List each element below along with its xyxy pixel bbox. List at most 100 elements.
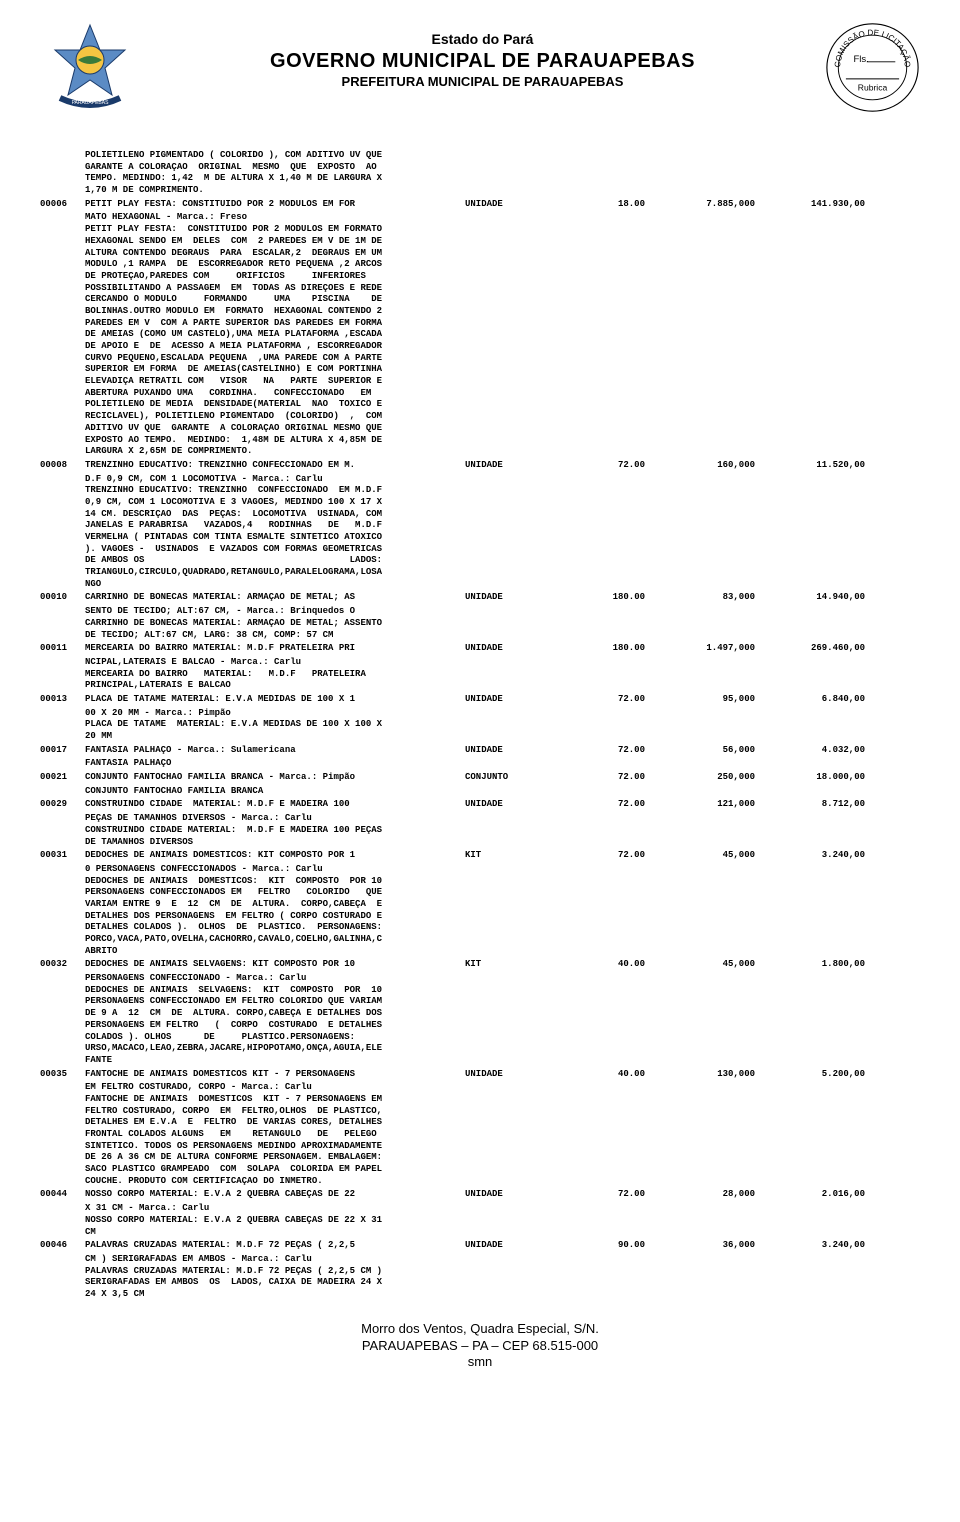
item-code: 00017 — [40, 745, 85, 757]
item-row: 00006PETIT PLAY FESTA: CONSTITUIDO POR 2… — [40, 199, 920, 211]
item-code: 00035 — [40, 1069, 85, 1081]
item-total: 4.032,00 — [755, 745, 865, 757]
item-qty: 72.00 — [535, 460, 645, 472]
item-qty: 40.00 — [535, 1069, 645, 1081]
item-description: FANTASIA PALHAÇO - Marca.: Sulamericana — [85, 745, 465, 757]
svg-text:Rubrica: Rubrica — [858, 82, 888, 92]
item-code: 00006 — [40, 199, 85, 211]
item-qty: 72.00 — [535, 1189, 645, 1201]
continuation-text: POLIETILENO PIGMENTADO ( COLORIDO ), COM… — [85, 150, 465, 197]
item-description: MERCEARIA DO BAIRRO MATERIAL: M.D.F PRAT… — [85, 643, 465, 655]
item-code: 00010 — [40, 592, 85, 604]
item-qty: 90.00 — [535, 1240, 645, 1252]
item-description-cont: 00 X 20 MM - Marca.: Pimpão PLACA DE TAT… — [85, 708, 465, 743]
item-price: 160,000 — [645, 460, 755, 472]
footer-address-1: Morro dos Ventos, Quadra Especial, S/N. — [40, 1321, 920, 1338]
page-footer: Morro dos Ventos, Quadra Especial, S/N. … — [40, 1321, 920, 1372]
item-row: 00046PALAVRAS CRUZADAS MATERIAL: M.D.F 7… — [40, 1240, 920, 1252]
item-description-cont: 0 PERSONAGENS CONFECCIONADOS - Marca.: C… — [85, 864, 465, 958]
item-price: 45,000 — [645, 850, 755, 862]
item-price: 28,000 — [645, 1189, 755, 1201]
item-total: 2.016,00 — [755, 1189, 865, 1201]
item-description: PLACA DE TATAME MATERIAL: E.V.A MEDIDAS … — [85, 694, 465, 706]
item-description-cont: PEÇAS DE TAMANHOS DIVERSOS - Marca.: Car… — [85, 813, 465, 848]
item-qty: 72.00 — [535, 850, 645, 862]
item-price: 130,000 — [645, 1069, 755, 1081]
item-row: 00044NOSSO CORPO MATERIAL: E.V.A 2 QUEBR… — [40, 1189, 920, 1201]
item-description: PALAVRAS CRUZADAS MATERIAL: M.D.F 72 PEÇ… — [85, 1240, 465, 1252]
item-qty: 180.00 — [535, 643, 645, 655]
item-row: 00008TRENZINHO EDUCATIVO: TRENZINHO CONF… — [40, 460, 920, 472]
item-row: 00011MERCEARIA DO BAIRRO MATERIAL: M.D.F… — [40, 643, 920, 655]
item-description-cont: X 31 CM - Marca.: Carlu NOSSO CORPO MATE… — [85, 1203, 465, 1238]
item-unit: UNIDADE — [465, 745, 535, 757]
item-price: 250,000 — [645, 772, 755, 784]
item-row: 00013PLACA DE TATAME MATERIAL: E.V.A MED… — [40, 694, 920, 706]
item-total: 11.520,00 — [755, 460, 865, 472]
item-price: 83,000 — [645, 592, 755, 604]
item-description: PETIT PLAY FESTA: CONSTITUIDO POR 2 MODU… — [85, 199, 465, 211]
page-header: PARAUAPEBAS Estado do Pará GOVERNO MUNIC… — [40, 20, 920, 120]
item-row: 00031DEDOCHES DE ANIMAIS DOMESTICOS: KIT… — [40, 850, 920, 862]
item-description: DEDOCHES DE ANIMAIS DOMESTICOS: KIT COMP… — [85, 850, 465, 862]
item-row: 00017FANTASIA PALHAÇO - Marca.: Sulameri… — [40, 745, 920, 757]
item-unit: UNIDADE — [465, 799, 535, 811]
item-qty: 180.00 — [535, 592, 645, 604]
item-code: 00029 — [40, 799, 85, 811]
item-unit: UNIDADE — [465, 694, 535, 706]
item-code: 00031 — [40, 850, 85, 862]
item-unit: UNIDADE — [465, 1069, 535, 1081]
item-description: CARRINHO DE BONECAS MATERIAL: ARMAÇAO DE… — [85, 592, 465, 604]
header-prefeitura: PREFEITURA MUNICIPAL DE PARAUAPEBAS — [140, 74, 825, 91]
item-description: TRENZINHO EDUCATIVO: TRENZINHO CONFECCIO… — [85, 460, 465, 472]
item-unit: UNIDADE — [465, 592, 535, 604]
item-qty: 18.00 — [535, 199, 645, 211]
item-description-cont: MATO HEXAGONAL - Marca.: Freso PETIT PLA… — [85, 212, 465, 457]
item-total: 3.240,00 — [755, 850, 865, 862]
item-description: CONJUNTO FANTOCHAO FAMILIA BRANCA - Marc… — [85, 772, 465, 784]
item-code: 00008 — [40, 460, 85, 472]
item-price: 1.497,000 — [645, 643, 755, 655]
item-unit: UNIDADE — [465, 1240, 535, 1252]
item-total: 141.930,00 — [755, 199, 865, 211]
item-code: 00011 — [40, 643, 85, 655]
footer-initials: smn — [40, 1354, 920, 1371]
item-price: 95,000 — [645, 694, 755, 706]
item-description-cont: CM ) SERIGRAFADAS EM AMBOS - Marca.: Car… — [85, 1254, 465, 1301]
item-qty: 72.00 — [535, 745, 645, 757]
item-description: DEDOCHES DE ANIMAIS SELVAGENS: KIT COMPO… — [85, 959, 465, 971]
item-qty: 72.00 — [535, 694, 645, 706]
item-price: 121,000 — [645, 799, 755, 811]
item-description: FANTOCHE DE ANIMAIS DOMESTICOS KIT - 7 P… — [85, 1069, 465, 1081]
header-title-block: Estado do Pará GOVERNO MUNICIPAL DE PARA… — [140, 20, 825, 91]
item-description-cont: EM FELTRO COSTURADO, CORPO - Marca.: Car… — [85, 1082, 465, 1187]
header-state: Estado do Pará — [140, 30, 825, 48]
item-total: 6.840,00 — [755, 694, 865, 706]
item-unit: KIT — [465, 850, 535, 862]
item-unit: CONJUNTO — [465, 772, 535, 784]
item-qty: 72.00 — [535, 772, 645, 784]
item-code: 00046 — [40, 1240, 85, 1252]
svg-text:Fls.: Fls. — [854, 54, 869, 65]
item-unit: UNIDADE — [465, 199, 535, 211]
item-description-cont: NCIPAL,LATERAIS E BALCAO - Marca.: Carlu… — [85, 657, 465, 692]
item-row: 00035FANTOCHE DE ANIMAIS DOMESTICOS KIT … — [40, 1069, 920, 1081]
item-unit: UNIDADE — [465, 643, 535, 655]
commission-stamp: COMISSÃO DE LICITAÇÃO Fls. Rubrica — [825, 20, 920, 115]
item-price: 56,000 — [645, 745, 755, 757]
item-total: 14.940,00 — [755, 592, 865, 604]
coat-of-arms-logo: PARAUAPEBAS — [40, 20, 140, 120]
item-total: 18.000,00 — [755, 772, 865, 784]
item-description: NOSSO CORPO MATERIAL: E.V.A 2 QUEBRA CAB… — [85, 1189, 465, 1201]
footer-address-2: PARAUAPEBAS – PA – CEP 68.515-000 — [40, 1338, 920, 1355]
item-total: 8.712,00 — [755, 799, 865, 811]
item-unit: KIT — [465, 959, 535, 971]
item-code: 00032 — [40, 959, 85, 971]
item-row: 00021CONJUNTO FANTOCHAO FAMILIA BRANCA -… — [40, 772, 920, 784]
item-price: 45,000 — [645, 959, 755, 971]
item-total: 3.240,00 — [755, 1240, 865, 1252]
item-qty: 72.00 — [535, 799, 645, 811]
item-qty: 40.00 — [535, 959, 645, 971]
svg-text:PARAUAPEBAS: PARAUAPEBAS — [72, 100, 110, 106]
item-price: 7.885,000 — [645, 199, 755, 211]
